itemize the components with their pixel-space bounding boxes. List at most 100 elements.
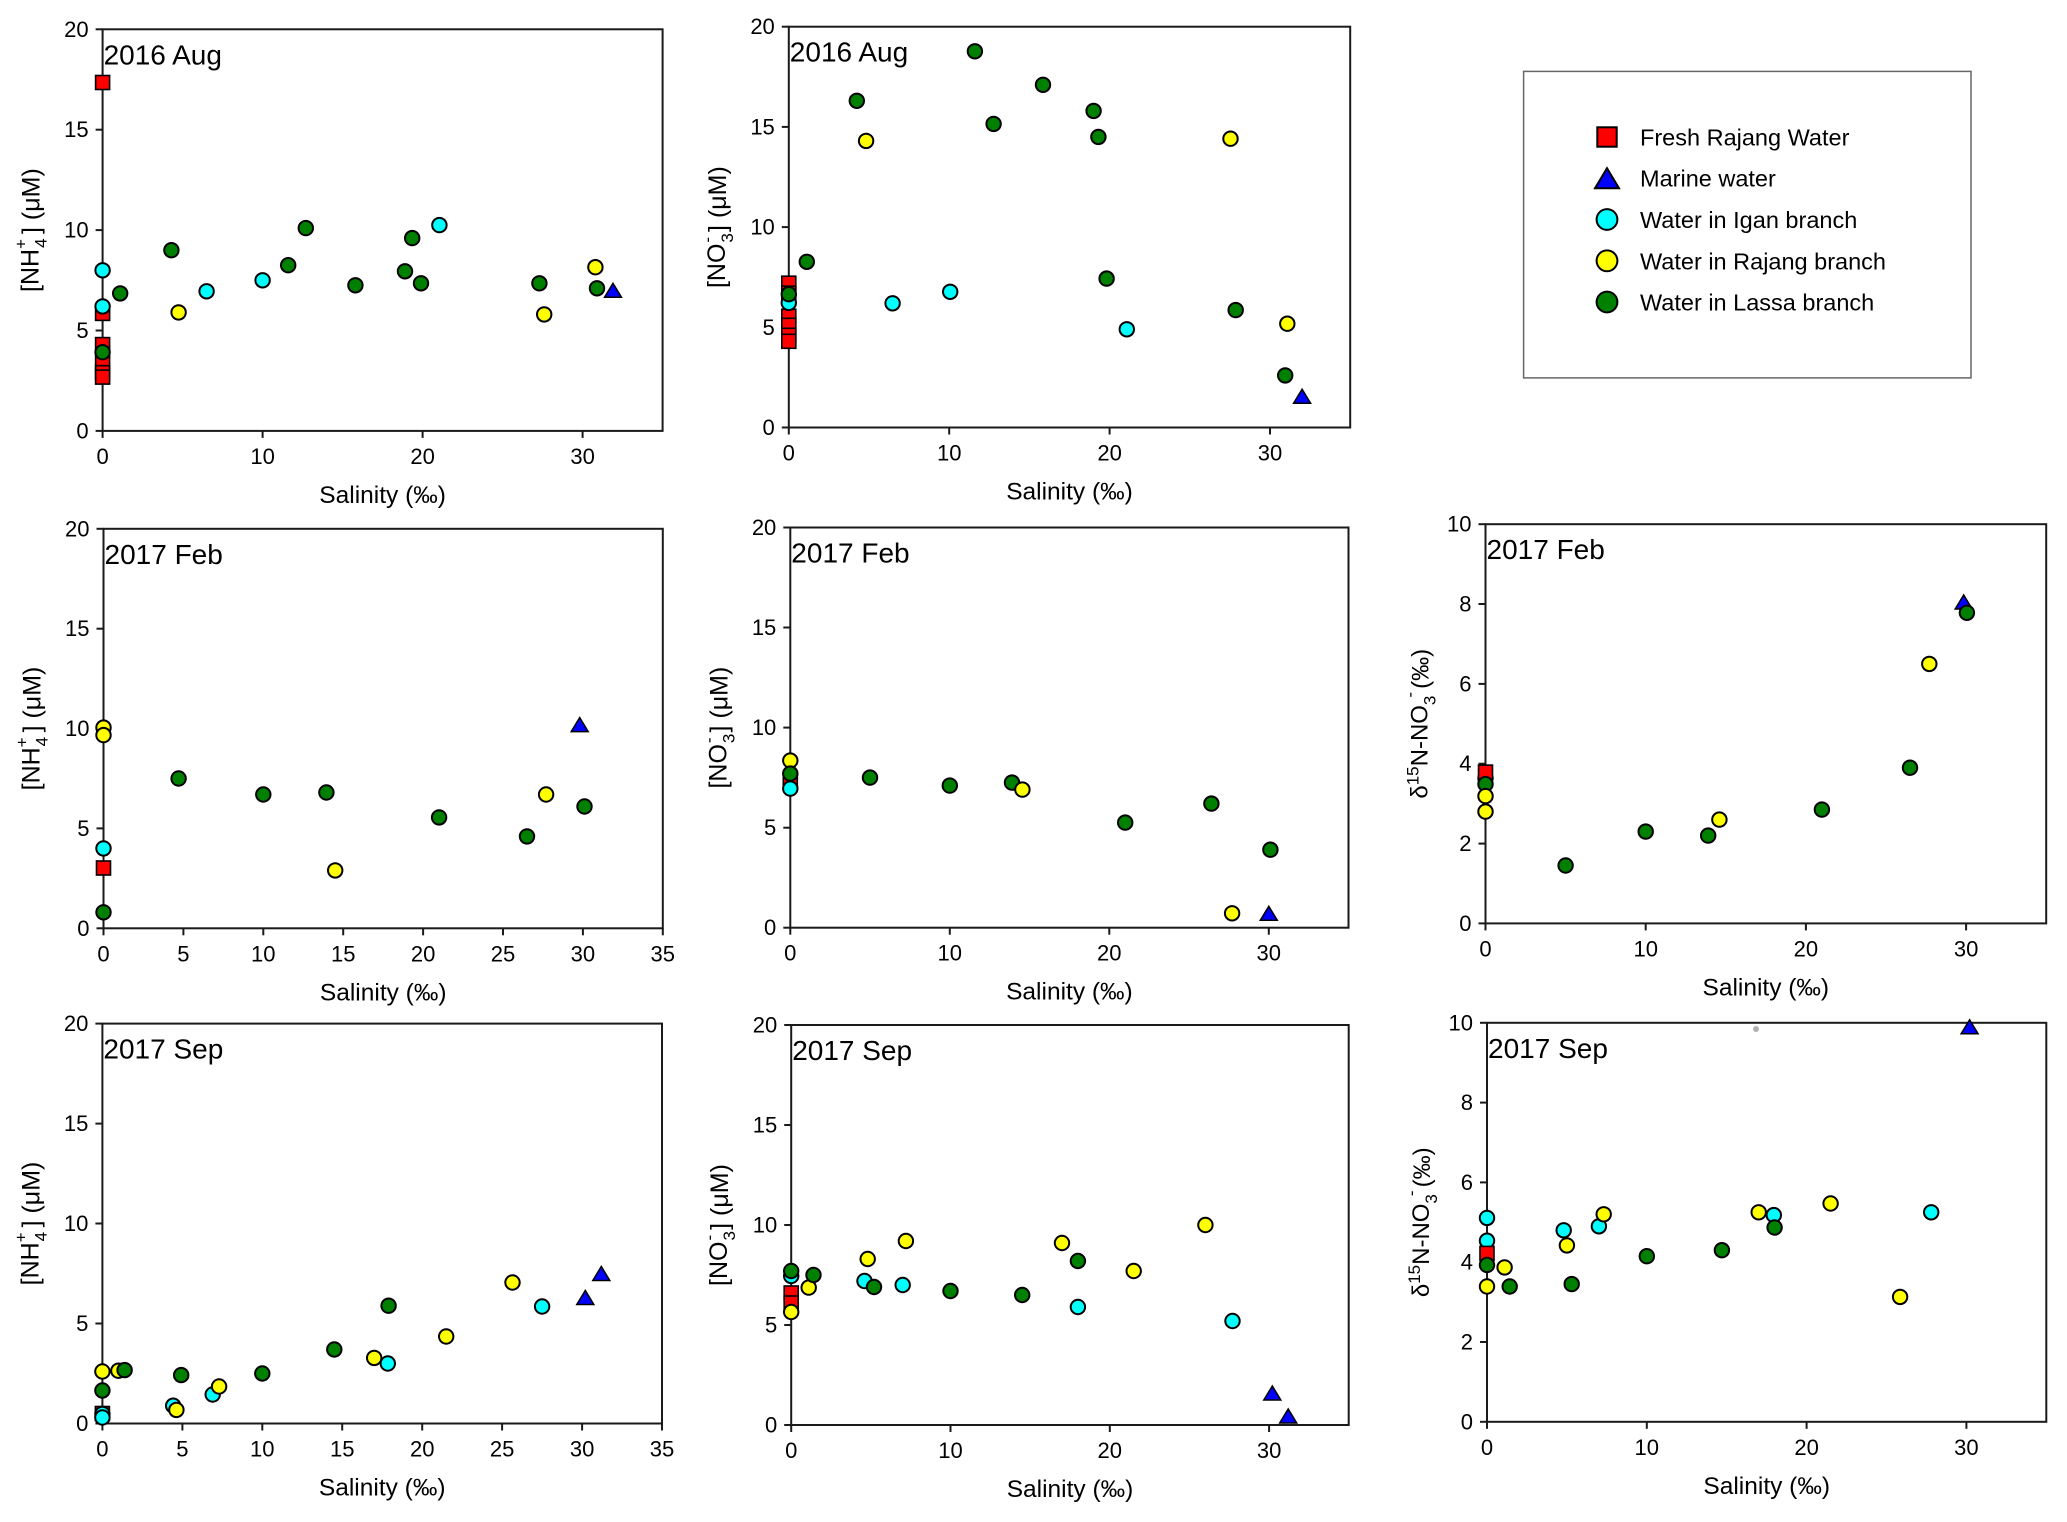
svg-text:Water in Igan branch: Water in Igan branch	[1640, 207, 1857, 233]
svg-text:Salinity (‰): Salinity (‰)	[1702, 974, 1829, 1001]
svg-text:0: 0	[1479, 936, 1491, 961]
svg-text:0: 0	[783, 441, 795, 466]
svg-text:6: 6	[1461, 1170, 1473, 1195]
svg-text:10: 10	[64, 218, 88, 243]
svg-text:8: 8	[1459, 592, 1471, 617]
svg-text:Salinity (‰): Salinity (‰)	[320, 979, 447, 1006]
svg-text:5: 5	[76, 1311, 88, 1336]
svg-text:0: 0	[1461, 1409, 1473, 1434]
svg-text:20: 20	[752, 515, 776, 540]
svg-text:[NH4+] (μM): [NH4+] (μM)	[13, 667, 52, 791]
svg-text:20: 20	[64, 17, 88, 42]
svg-text:10: 10	[1635, 1435, 1659, 1460]
svg-text:15: 15	[750, 114, 774, 139]
svg-text:20: 20	[1794, 936, 1818, 961]
svg-text:5: 5	[764, 815, 776, 840]
svg-text:20: 20	[750, 14, 774, 39]
svg-text:20: 20	[411, 941, 435, 966]
svg-text:30: 30	[571, 941, 595, 966]
svg-text:30: 30	[1954, 1435, 1978, 1460]
svg-text:0: 0	[77, 916, 89, 941]
svg-text:[NO3-] (μM): [NO3-] (μM)	[699, 667, 738, 789]
svg-text:2016 Aug: 2016 Aug	[104, 39, 222, 70]
svg-text:10: 10	[750, 215, 774, 240]
svg-text:10: 10	[250, 444, 274, 469]
svg-text:0: 0	[97, 941, 109, 966]
svg-text:[NH4+] (μM): [NH4+] (μM)	[12, 168, 51, 292]
svg-text:8: 8	[1461, 1090, 1473, 1115]
svg-text:30: 30	[1954, 936, 1978, 961]
svg-text:10: 10	[250, 1437, 274, 1462]
svg-text:[NO3-] (μM): [NO3-] (μM)	[698, 166, 737, 288]
svg-text:δ15N-NO3-(‰): δ15N-NO3-(‰)	[1401, 649, 1440, 799]
svg-text:20: 20	[410, 444, 434, 469]
svg-text:0: 0	[76, 1411, 88, 1436]
svg-text:15: 15	[753, 1113, 777, 1138]
svg-text:15: 15	[331, 941, 355, 966]
svg-text:2017 Feb: 2017 Feb	[1487, 534, 1605, 565]
svg-text:10: 10	[753, 1213, 777, 1238]
svg-text:0: 0	[765, 1413, 777, 1438]
svg-text:20: 20	[1097, 941, 1121, 966]
svg-text:35: 35	[650, 1437, 674, 1462]
svg-text:Salinity (‰): Salinity (‰)	[319, 482, 446, 509]
svg-text:Salinity (‰): Salinity (‰)	[1006, 979, 1133, 1006]
svg-text:10: 10	[752, 715, 776, 740]
svg-text:10: 10	[1447, 512, 1471, 537]
svg-text:δ15N-NO3-(‰): δ15N-NO3-(‰)	[1402, 1147, 1441, 1297]
svg-text:15: 15	[330, 1437, 354, 1462]
svg-text:5: 5	[763, 315, 775, 340]
svg-text:Salinity (‰): Salinity (‰)	[1006, 479, 1133, 506]
svg-text:0: 0	[763, 415, 775, 440]
svg-text:2: 2	[1459, 831, 1471, 856]
svg-text:4: 4	[1461, 1250, 1473, 1275]
svg-text:Salinity (‰): Salinity (‰)	[1007, 1476, 1134, 1503]
svg-text:2017 Sep: 2017 Sep	[792, 1035, 912, 1066]
svg-text:2017 Feb: 2017 Feb	[105, 539, 223, 570]
svg-text:0: 0	[1459, 911, 1471, 936]
svg-text:Marine water: Marine water	[1640, 166, 1776, 192]
svg-text:20: 20	[1098, 1438, 1122, 1463]
svg-text:4: 4	[1459, 751, 1471, 776]
svg-text:2017 Sep: 2017 Sep	[103, 1034, 223, 1065]
svg-text:5: 5	[176, 1437, 188, 1462]
svg-text:0: 0	[785, 1438, 797, 1463]
svg-text:5: 5	[77, 816, 89, 841]
svg-text:30: 30	[570, 444, 594, 469]
svg-text:15: 15	[64, 117, 88, 142]
svg-text:10: 10	[64, 1211, 88, 1236]
svg-text:0: 0	[764, 915, 776, 940]
svg-text:0: 0	[96, 444, 108, 469]
svg-text:5: 5	[177, 941, 189, 966]
svg-text:30: 30	[570, 1437, 594, 1462]
svg-text:15: 15	[752, 615, 776, 640]
svg-text:10: 10	[65, 716, 89, 741]
svg-text:20: 20	[1794, 1435, 1818, 1460]
svg-text:5: 5	[76, 318, 88, 343]
svg-text:0: 0	[96, 1437, 108, 1462]
svg-text:2017 Sep: 2017 Sep	[1488, 1033, 1608, 1064]
svg-text:10: 10	[938, 1438, 962, 1463]
svg-text:2016 Aug: 2016 Aug	[790, 37, 908, 68]
svg-text:10: 10	[1633, 936, 1657, 961]
svg-text:10: 10	[251, 941, 275, 966]
svg-text:Water in Lassa branch: Water in Lassa branch	[1640, 290, 1874, 316]
svg-text:20: 20	[753, 1013, 777, 1038]
svg-text:15: 15	[64, 1111, 88, 1136]
svg-text:25: 25	[491, 941, 515, 966]
svg-text:20: 20	[65, 516, 89, 541]
svg-text:2017 Feb: 2017 Feb	[791, 538, 909, 569]
svg-text:Salinity (‰): Salinity (‰)	[319, 1475, 446, 1502]
svg-text:Water in Rajang branch: Water in Rajang branch	[1640, 248, 1886, 274]
svg-text:30: 30	[1257, 1438, 1281, 1463]
svg-text:30: 30	[1258, 441, 1282, 466]
svg-text:Salinity (‰): Salinity (‰)	[1703, 1473, 1830, 1500]
svg-text:2: 2	[1461, 1330, 1473, 1355]
svg-text:10: 10	[1449, 1010, 1473, 1035]
svg-text:6: 6	[1459, 671, 1471, 696]
svg-text:10: 10	[938, 941, 962, 966]
svg-text:10: 10	[937, 441, 961, 466]
svg-text:[NH4+] (μM): [NH4+] (μM)	[11, 1162, 50, 1286]
svg-text:5: 5	[765, 1313, 777, 1338]
svg-text:0: 0	[76, 418, 88, 443]
